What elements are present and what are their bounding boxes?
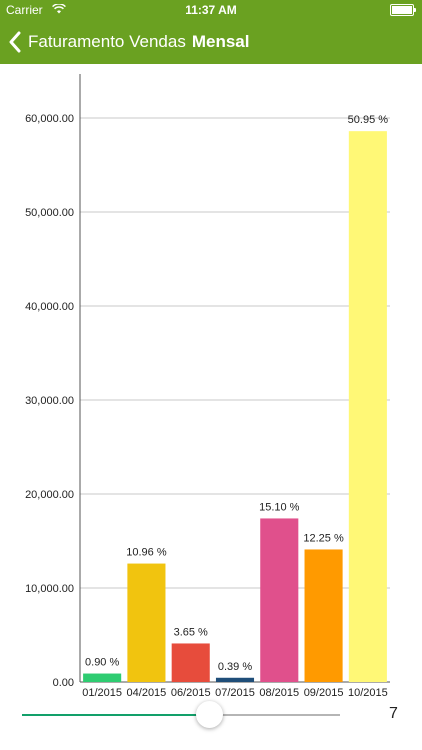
x-tick-label: 07/2015 [215,687,255,699]
y-tick-label: 50,000.00 [25,207,74,219]
chart-bar [127,563,166,682]
y-tick-label: 40,000.00 [25,301,74,313]
period-slider[interactable]: 7 [0,700,422,740]
x-tick-label: 10/2015 [348,687,388,699]
status-bar: Carrier 11:37 AM [0,0,422,20]
x-tick-label: 04/2015 [127,687,167,699]
battery-icon [390,4,416,16]
bar-data-label: 3.65 % [174,626,208,638]
slider-thumb[interactable] [196,701,224,728]
x-tick-label: 06/2015 [171,687,211,699]
chart-canvas: 0.00 10,000.00 20,000.00 30,000.00 40,000.00… [25,74,390,699]
back-title: Faturamento Vendas [28,32,186,51]
bar-data-label: 10.96 % [126,547,167,559]
y-tick-label: 30,000.00 [25,395,74,407]
x-tick-label: 08/2015 [259,687,299,699]
back-button[interactable]: Faturamento Vendas Mensal [8,20,249,64]
page-title: Mensal [191,32,250,51]
bar-data-label: 12.25 % [303,532,344,544]
x-tick-label: 09/2015 [304,687,344,699]
y-tick-label: 60,000.00 [25,113,74,125]
slider-value: 7 [389,705,398,722]
y-tick-label: 20,000.00 [25,489,74,501]
navigation-bar: Faturamento Vendas Mensal [0,20,422,64]
bar-data-label: 15.10 % [259,501,300,513]
x-tick-label: 01/2015 [82,687,122,699]
bar-data-label: 0.90 % [85,657,119,669]
y-tick-label: 0.00 [53,677,74,689]
chart-bar [83,673,122,682]
chart-bar [304,549,343,682]
y-tick-label: 10,000.00 [25,583,74,595]
chart-bar [260,518,299,682]
chevron-left-icon [9,31,21,53]
status-time: 11:37 AM [185,3,237,17]
header: Carrier 11:37 AM Faturamento Vendas Mens… [0,0,422,64]
chart-bar [171,643,210,682]
slider-fill [22,714,210,716]
bar-data-label: 0.39 % [218,661,252,673]
wifi-icon [52,4,66,14]
carrier-label: Carrier [6,3,43,17]
chart-bar [215,677,255,682]
bar-data-label: 50.95 % [348,114,389,126]
bar-chart: 0.00 10,000.00 20,000.00 30,000.00 40,000.00… [0,64,422,704]
chart-bar [348,131,387,682]
